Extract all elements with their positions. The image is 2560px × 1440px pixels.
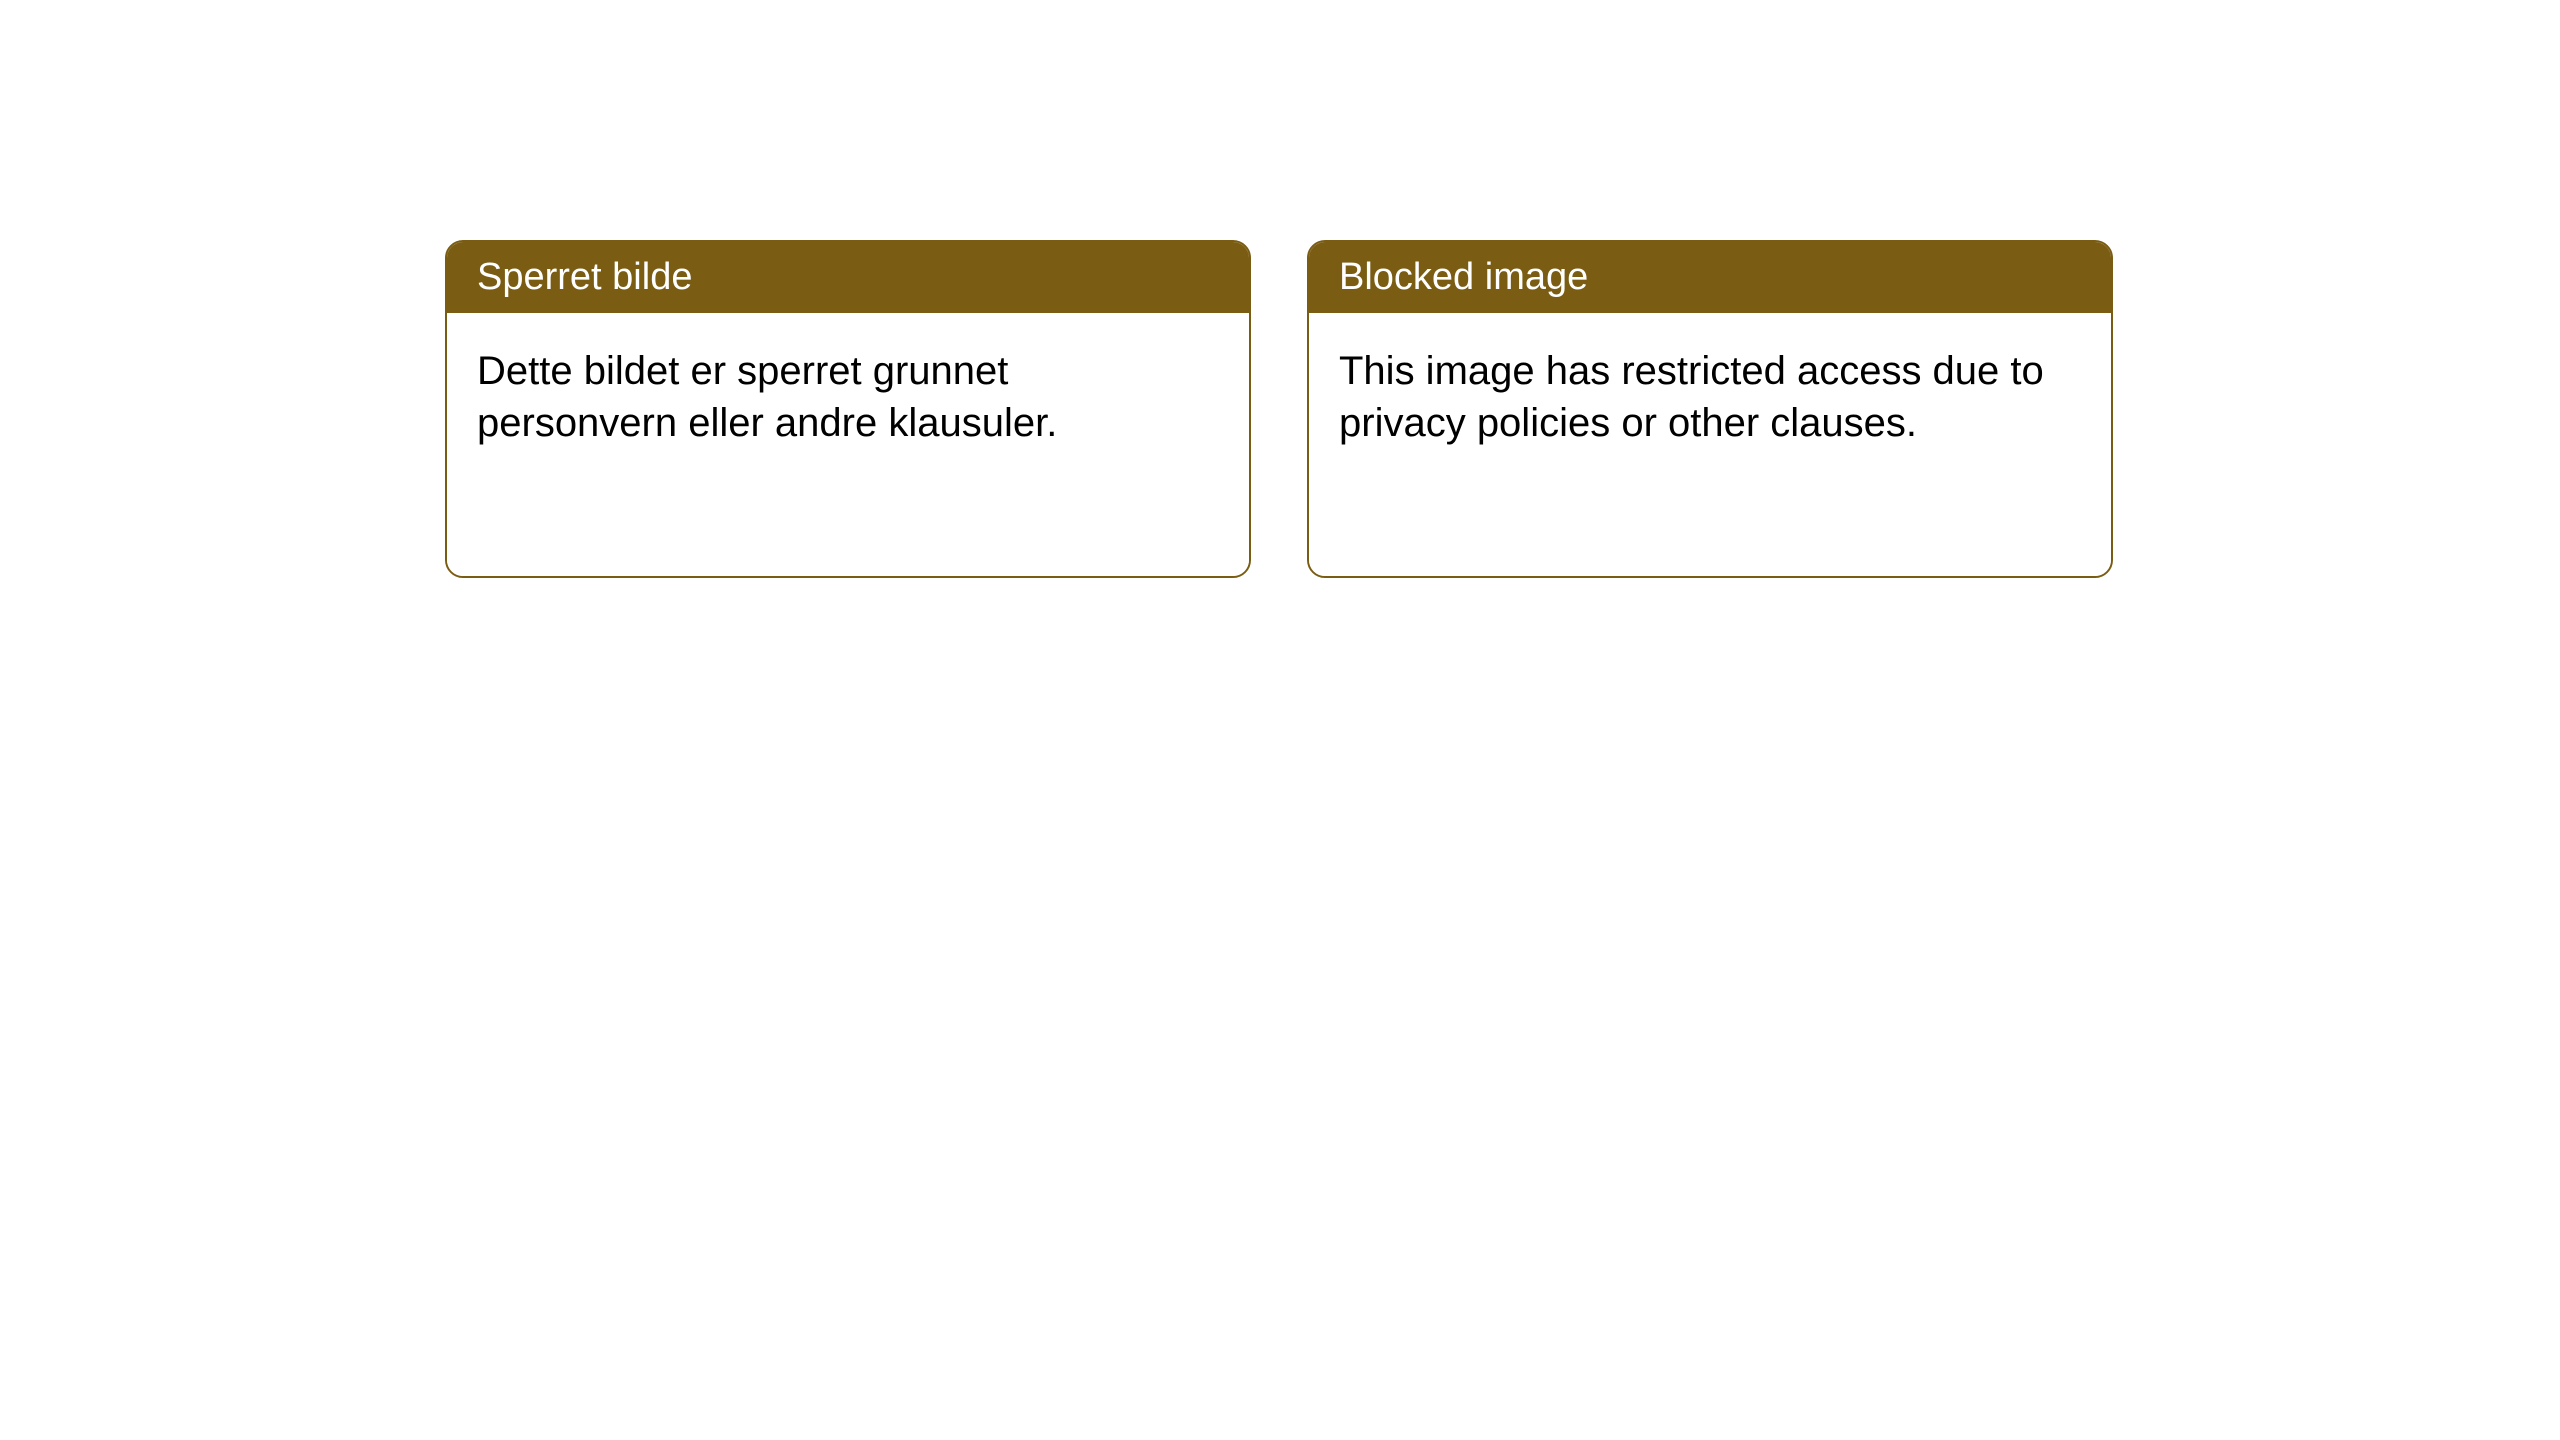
notice-card-header: Blocked image — [1309, 242, 2111, 313]
notice-card-english: Blocked image This image has restricted … — [1307, 240, 2113, 578]
notice-card-body-text: This image has restricted access due to … — [1339, 349, 2044, 445]
notice-card-norwegian: Sperret bilde Dette bildet er sperret gr… — [445, 240, 1251, 578]
notice-card-header: Sperret bilde — [447, 242, 1249, 313]
notice-card-body-text: Dette bildet er sperret grunnet personve… — [477, 349, 1057, 445]
notice-card-body: This image has restricted access due to … — [1309, 313, 2111, 576]
notice-card-body: Dette bildet er sperret grunnet personve… — [447, 313, 1249, 576]
notice-card-title: Sperret bilde — [477, 256, 692, 298]
notice-card-title: Blocked image — [1339, 256, 1588, 298]
notice-cards-container: Sperret bilde Dette bildet er sperret gr… — [445, 240, 2113, 578]
